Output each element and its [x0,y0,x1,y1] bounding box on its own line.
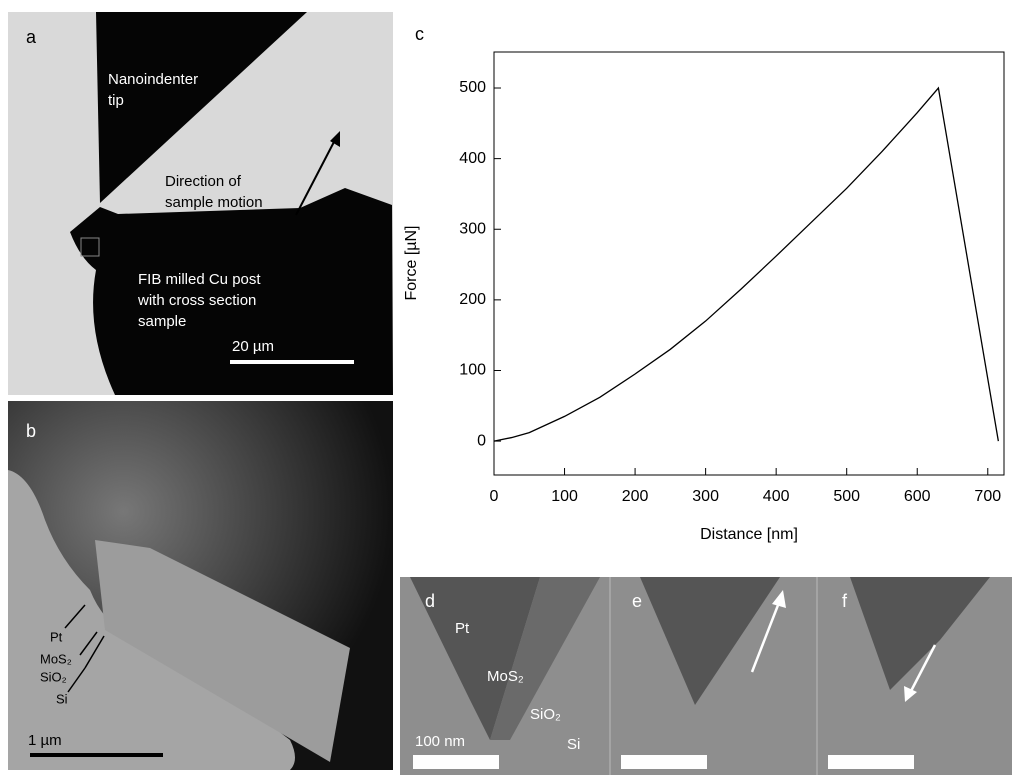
y-tick-label: 400 [459,150,486,167]
label: SiO₂ [530,706,561,723]
y-tick-label: 200 [459,291,486,308]
panel-label: e [632,591,642,611]
x-tick-label: 600 [904,488,931,505]
y-tick-label: 0 [477,432,486,449]
scale-bar [621,755,707,769]
panel-label: c [415,24,424,44]
panel-c: c Distance [nm] Force [µN] 0 100 200 300 400… [403,24,1004,543]
x-tick-label: 700 [974,488,1001,505]
label: Pt [455,620,470,637]
y-tick-label: 500 [459,79,486,96]
scale-bar [828,755,914,769]
plot-frame [494,52,1004,475]
label: sample motion [165,194,263,211]
scale-bar [413,755,499,769]
label: sample [138,313,186,330]
x-tick-label: 300 [692,488,719,505]
x-tick-label: 200 [622,488,649,505]
label: MoS₂ [40,651,72,666]
scale-bar [30,753,163,757]
panel-a: a Nanoindenter tip Direction of sample m… [8,12,393,395]
panel-label: d [425,591,435,611]
label: Si [567,736,580,753]
scale-label: 20 µm [232,338,274,355]
label: FIB milled Cu post [138,271,261,288]
y-tick-label: 300 [459,220,486,237]
scale-label: 1 µm [28,732,62,749]
label: Pt [50,629,63,644]
label: with cross section [137,292,256,309]
label: Si [56,691,68,706]
scale-label: 100 nm [415,733,465,750]
panel-label: b [26,421,36,441]
y-tick-label: 100 [459,362,486,379]
x-tick-label: 0 [490,488,499,505]
x-axis-label: Distance [nm] [700,526,798,543]
x-tick-label: 500 [833,488,860,505]
panels-def: d e f Pt MoS₂ SiO₂ Si 100 nm [400,577,1012,775]
label: MoS₂ [487,668,524,685]
figure: a Nanoindenter tip Direction of sample m… [0,0,1012,775]
label: Nanoindenter [108,71,198,88]
force-curve [494,88,998,441]
y-axis-label: Force [µN] [403,225,420,300]
x-tick-label: 100 [551,488,578,505]
label: Direction of [165,173,242,190]
x-tick-label: 400 [763,488,790,505]
label: SiO₂ [40,669,67,684]
label: tip [108,92,124,109]
scale-bar [230,360,354,364]
panel-b: b Pt MoS₂ SiO₂ Si 1 µm [8,401,393,770]
panel-label: a [26,27,37,47]
